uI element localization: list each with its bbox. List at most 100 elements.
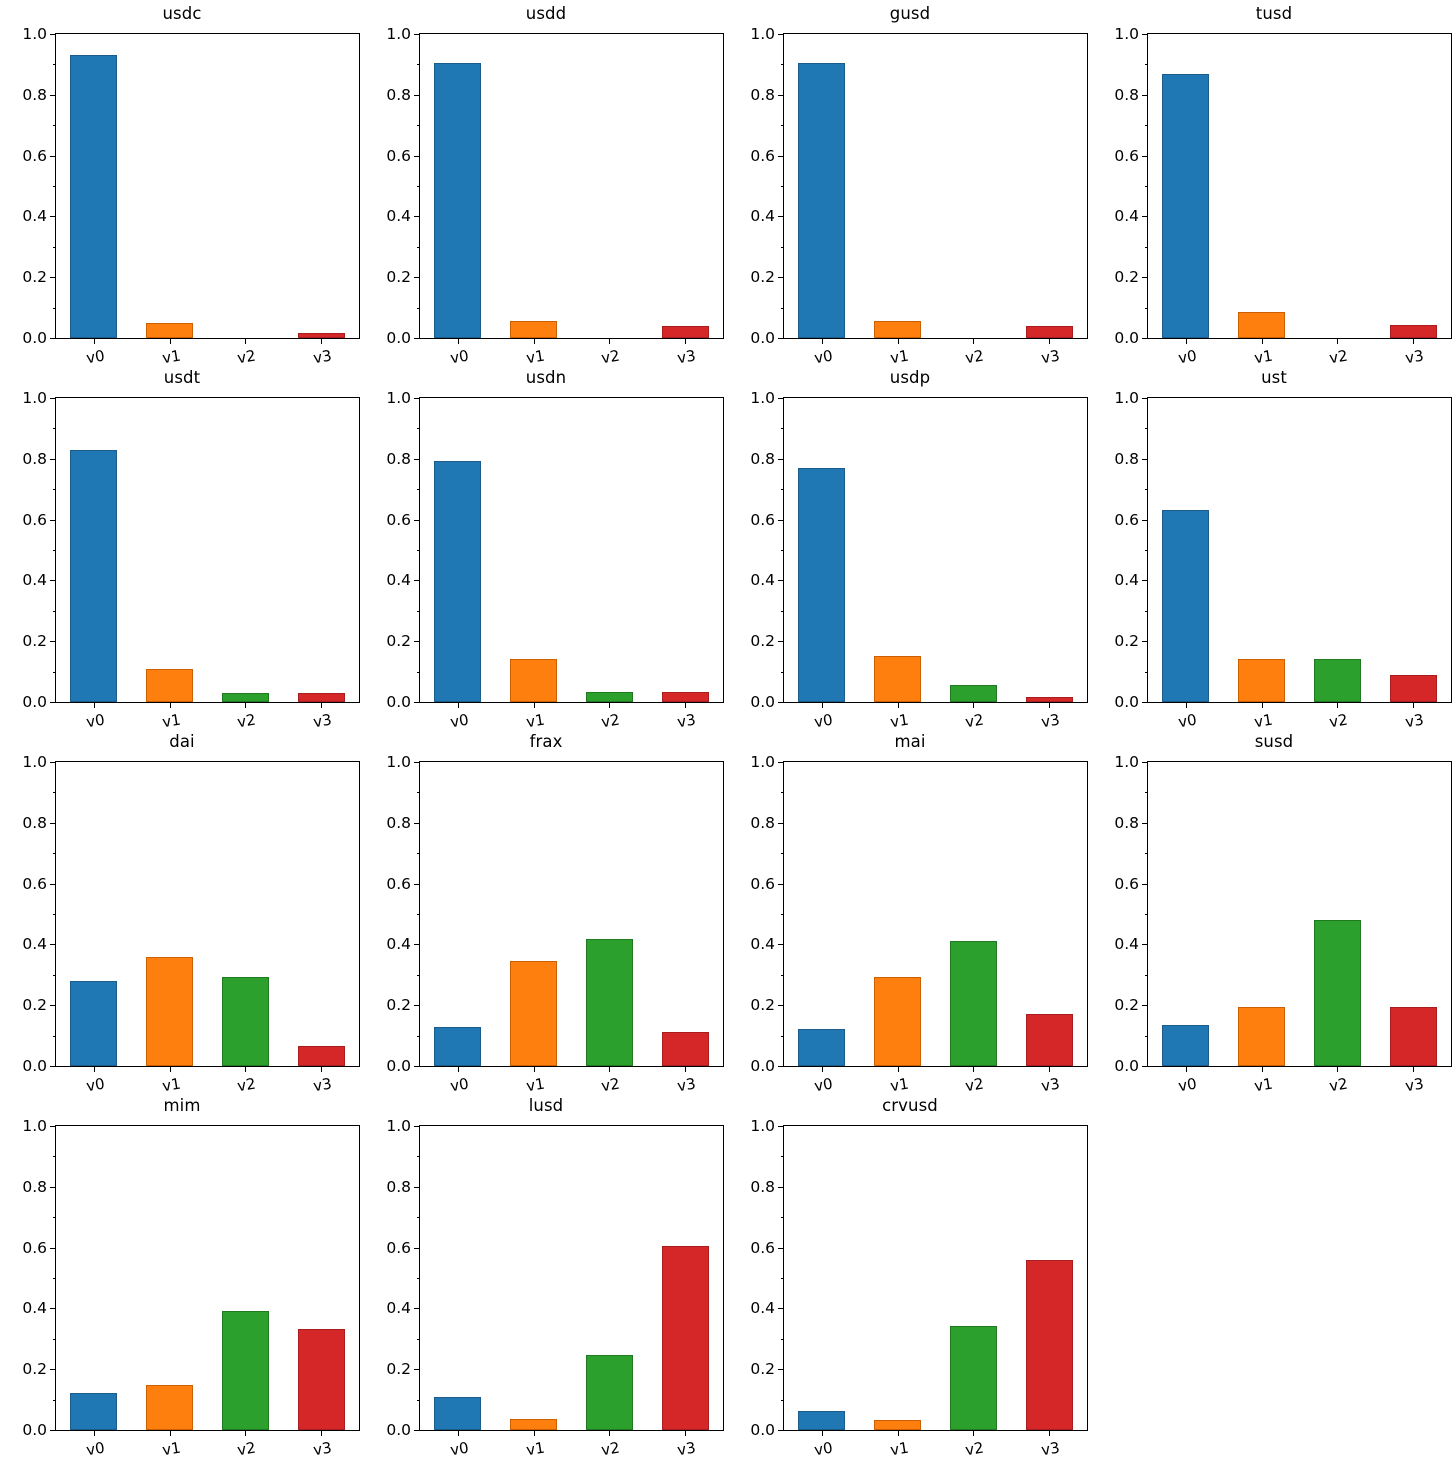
bar <box>146 1385 194 1430</box>
y-axis-tick-label: 1.0 <box>22 389 47 407</box>
y-axis-minor-tick <box>1144 307 1148 309</box>
x-axis-tick <box>321 702 323 708</box>
y-axis-tick <box>778 1066 784 1067</box>
bars-container <box>420 1126 723 1430</box>
y-axis-tick <box>50 1369 56 1371</box>
x-axis-tick <box>1413 1066 1415 1072</box>
bar <box>585 1354 633 1430</box>
plot-axes: 0.0 0.2 0.4 0.6 0.8 1.0 v0 v1 v2 v3 <box>750 389 1088 731</box>
y-axis-minor-tick <box>416 125 420 127</box>
y-axis-tick-label: 0.0 <box>1114 329 1139 347</box>
y-axis-minor-tick <box>416 246 420 248</box>
y-axis-tick <box>414 944 420 946</box>
bar <box>874 320 922 338</box>
bar <box>1025 1260 1073 1430</box>
y-axis-tick <box>778 641 784 643</box>
y-axis-tick-label: 0.2 <box>750 1360 775 1379</box>
y-axis-tick-label: 1.0 <box>22 1117 47 1135</box>
y-axis-tick <box>778 277 784 279</box>
plot-axes: 0.0 0.2 0.4 0.6 0.8 1.0 v0 v1 v2 v3 <box>22 389 360 731</box>
bars-container <box>56 398 359 702</box>
y-axis-tick-label: 0.6 <box>22 146 47 165</box>
y-axis-tick <box>778 1126 784 1127</box>
y-axis-tick <box>50 1126 56 1127</box>
y-axis-tick <box>50 641 56 643</box>
y-axis-tick-label: 0.4 <box>750 207 775 226</box>
bar <box>434 1027 482 1066</box>
subplot-title: mai <box>894 732 926 751</box>
y-axis-tick-label: 0.6 <box>750 510 775 529</box>
y-axis-tick-label: 0.8 <box>1114 449 1139 468</box>
x-axis-tick <box>457 1066 459 1072</box>
y-axis-tick-label: 0.4 <box>1114 207 1139 226</box>
x-axis-tick <box>897 338 899 344</box>
y-axis-minor-tick <box>1144 246 1148 248</box>
y-axis-minor-tick <box>1144 974 1148 976</box>
y-axis-tick-label: 0.0 <box>750 1421 775 1439</box>
y-axis-tick-label: 0.6 <box>386 510 411 529</box>
x-axis-tick <box>1049 338 1051 344</box>
subplot-title: mim <box>163 1096 201 1115</box>
x-axis-tick <box>1185 702 1187 708</box>
bar <box>221 1310 269 1430</box>
x-axis-tick <box>609 702 611 708</box>
bar <box>1313 659 1361 702</box>
y-axis-tick <box>414 883 420 885</box>
y-axis-tick <box>778 1369 784 1371</box>
y-axis-tick-label: 0.6 <box>750 874 775 893</box>
y-axis-tick <box>414 1247 420 1249</box>
bar <box>661 1031 709 1066</box>
x-axis-tick <box>897 1430 899 1436</box>
x-axis-tick <box>321 1066 323 1072</box>
y-axis-minor-tick <box>780 186 784 187</box>
y-axis-tick <box>1142 762 1148 763</box>
subplot-crvusd: crvusd 0.0 0.2 0.4 0.6 0.8 1.0 v0 v1 v2 v3 <box>728 1092 1092 1459</box>
y-axis-minor-tick <box>416 550 420 551</box>
subplot-title: lusd <box>528 1096 564 1115</box>
x-axis-tick <box>1413 702 1415 708</box>
plot-axes: 0.0 0.2 0.4 0.6 0.8 1.0 v0 v1 v2 v3 <box>750 1117 1088 1459</box>
y-axis-tick-label: 0.8 <box>750 813 775 832</box>
subplot-title: susd <box>1254 732 1294 751</box>
y-axis-tick <box>50 216 56 218</box>
y-axis-minor-tick <box>780 550 784 551</box>
y-axis-tick-label: 0.4 <box>22 935 47 954</box>
bars-container <box>784 762 1087 1066</box>
y-axis-minor-tick <box>780 1035 784 1037</box>
x-axis-tick <box>533 1430 535 1436</box>
y-axis-minor-tick <box>1144 550 1148 551</box>
bars-container <box>420 762 723 1066</box>
bar <box>221 976 269 1066</box>
plot-axes: 0.0 0.2 0.4 0.6 0.8 1.0 v0 v1 v2 v3 <box>1114 25 1452 367</box>
subplot-title: usdn <box>525 368 567 387</box>
x-axis-tick <box>1049 1430 1051 1436</box>
bar <box>949 940 997 1066</box>
bar <box>1025 1014 1073 1066</box>
y-axis-tick-label: 1.0 <box>750 389 775 407</box>
y-axis-tick-label: 0.8 <box>1114 813 1139 832</box>
y-axis-minor-tick <box>1144 914 1148 915</box>
bar <box>146 668 194 702</box>
y-axis-tick <box>414 1066 420 1067</box>
y-axis-tick <box>50 762 56 763</box>
x-axis-tick-label: v1 <box>1252 1074 1274 1096</box>
y-axis-tick-label: 1.0 <box>1114 753 1139 771</box>
y-axis-minor-tick <box>780 671 784 673</box>
x-axis-tick <box>533 338 535 344</box>
y-axis-tick <box>50 519 56 521</box>
y-axis-tick-label: 0.4 <box>750 935 775 954</box>
plot-axes: 0.0 0.2 0.4 0.6 0.8 1.0 v0 v1 v2 v3 <box>386 389 724 731</box>
y-axis-tick-label: 0.2 <box>386 268 411 287</box>
x-axis-tick <box>685 1066 687 1072</box>
y-axis-minor-tick <box>52 307 56 309</box>
y-axis-tick <box>414 762 420 763</box>
y-axis-minor-tick <box>780 792 784 794</box>
y-axis-tick-label: 0.8 <box>1114 85 1139 104</box>
y-axis-tick-label: 0.8 <box>22 813 47 832</box>
bar <box>1238 1007 1286 1066</box>
y-axis-minor-tick <box>780 914 784 915</box>
x-axis-tick <box>685 1430 687 1436</box>
y-axis-tick <box>778 155 784 157</box>
y-axis-tick <box>50 458 56 460</box>
y-axis-minor-tick <box>1144 1035 1148 1037</box>
